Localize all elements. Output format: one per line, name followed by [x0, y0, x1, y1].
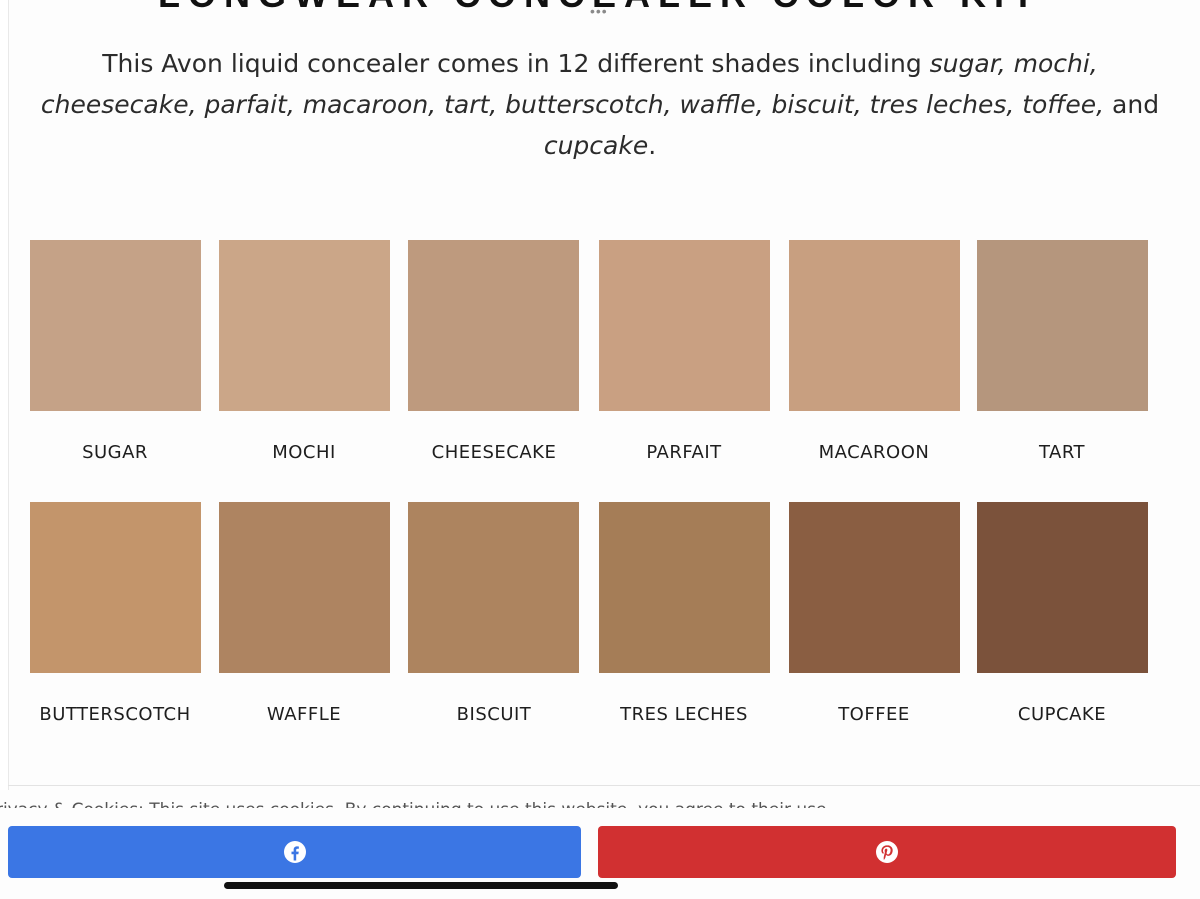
shade-swatch-macaroon — [789, 240, 960, 411]
shade-swatch-parfait — [599, 240, 770, 411]
shade-swatch-waffle — [219, 502, 390, 673]
intro-and-text: and — [1104, 90, 1160, 119]
shade-label: TART — [1038, 442, 1086, 463]
shade-label: BUTTERSCOTCH — [39, 704, 191, 725]
facebook-icon — [283, 841, 306, 863]
shade-swatch-cheesecake — [408, 240, 579, 411]
shade-swatch-tres-leches — [599, 502, 770, 673]
shade-swatch-butterscotch — [30, 502, 201, 673]
intro-end-text: . — [648, 131, 657, 160]
shade-swatch-tart — [977, 240, 1148, 411]
shade-label: CUPCAKE — [1017, 704, 1107, 725]
intro-paragraph: This Avon liquid concealer comes in 12 d… — [40, 43, 1160, 166]
shade-swatch-cupcake — [977, 502, 1148, 673]
shade-label: TOFFEE — [838, 704, 910, 725]
shade-label: BISCUIT — [456, 704, 532, 725]
shade-label: SUGAR — [82, 442, 148, 463]
cookie-notice[interactable]: Privacy & Cookies: This site uses cookie… — [0, 796, 860, 808]
shade-label: MACAROON — [818, 442, 930, 463]
divider — [8, 785, 1200, 786]
shade-swatch-biscuit — [408, 502, 579, 673]
intro-last-shade: cupcake — [543, 131, 649, 160]
shade-label: WAFFLE — [266, 704, 342, 725]
shade-swatch-sugar — [30, 240, 201, 411]
cookie-notice-text: Privacy & Cookies: This site uses cookie… — [0, 800, 832, 808]
more-options-icon[interactable]: ••• — [590, 3, 608, 19]
facebook-share-button[interactable] — [8, 826, 581, 878]
pinterest-icon — [876, 841, 898, 863]
shade-swatch-toffee — [789, 502, 960, 673]
pinterest-share-button[interactable] — [598, 826, 1176, 878]
shade-label: MOCHI — [272, 442, 336, 463]
intro-lead-text: This Avon liquid concealer comes in 12 d… — [102, 49, 930, 78]
shade-label: CHEESECAKE — [431, 442, 557, 463]
shade-label: PARFAIT — [646, 442, 722, 463]
section-heading-partial: LONGWEAR CONCEALER COLOR KIT — [0, 0, 1200, 8]
home-indicator[interactable] — [224, 882, 618, 889]
shade-swatch-mochi — [219, 240, 390, 411]
page-left-edge — [0, 0, 9, 790]
shade-label: TRES LECHES — [620, 704, 748, 725]
intro-shades-list: sugar, mochi, cheesecake, parfait, macar… — [40, 49, 1105, 119]
